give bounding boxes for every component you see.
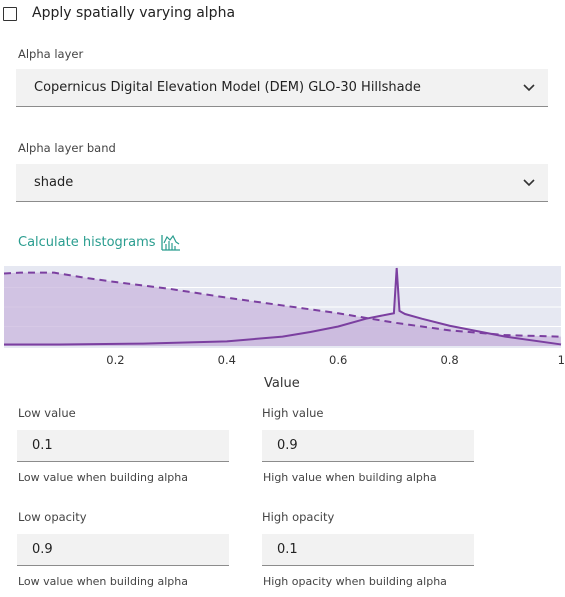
low-value-helper: Low value when building alpha — [18, 471, 188, 484]
x-tick-label: 0.8 — [440, 353, 458, 367]
alpha-layer-select[interactable]: Copernicus Digital Elevation Model (DEM)… — [16, 69, 548, 107]
alpha-band-value: shade — [34, 175, 74, 190]
alpha-layer-label: Alpha layer — [18, 47, 84, 61]
low-value-label: Low value — [18, 406, 76, 420]
x-tick-label: 0.6 — [329, 353, 347, 367]
high-opacity-label: High opacity — [262, 510, 335, 524]
calculate-histograms-button[interactable]: Calculate histograms — [18, 233, 181, 251]
alpha-band-label: Alpha layer band — [18, 141, 116, 155]
spatial-alpha-checkbox-label[interactable]: Apply spatially varying alpha — [32, 5, 236, 21]
low-opacity-input[interactable]: 0.9 — [17, 534, 229, 566]
x-tick-label: 0.2 — [106, 353, 124, 367]
spatial-alpha-checkbox[interactable] — [3, 7, 17, 21]
high-value-label: High value — [262, 406, 324, 420]
x-axis-title: Value — [264, 376, 300, 391]
x-tick-label: 1 — [558, 353, 565, 367]
histogram-icon — [160, 234, 180, 251]
low-opacity-label: Low opacity — [18, 510, 87, 524]
low-value-input[interactable]: 0.1 — [17, 430, 229, 462]
alpha-layer-value: Copernicus Digital Elevation Model (DEM)… — [34, 80, 421, 95]
low-opacity-helper: Low value when building alpha — [18, 575, 188, 588]
high-opacity-input[interactable]: 0.1 — [262, 534, 474, 566]
x-tick-label: 0.4 — [218, 353, 236, 367]
chevron-down-icon — [523, 179, 535, 187]
chevron-down-icon — [523, 84, 535, 92]
calculate-histograms-label: Calculate histograms — [18, 234, 156, 250]
histogram-line-1 — [3, 271, 562, 338]
high-value-input[interactable]: 0.9 — [262, 430, 474, 462]
high-value-helper: High value when building alpha — [263, 471, 437, 484]
histogram-chart: 0.2 0.4 0.6 0.8 1 — [3, 266, 565, 367]
high-opacity-helper: High opacity when building alpha — [263, 575, 447, 588]
alpha-band-select[interactable]: shade — [16, 164, 548, 202]
histogram-line-2 — [4, 267, 562, 346]
